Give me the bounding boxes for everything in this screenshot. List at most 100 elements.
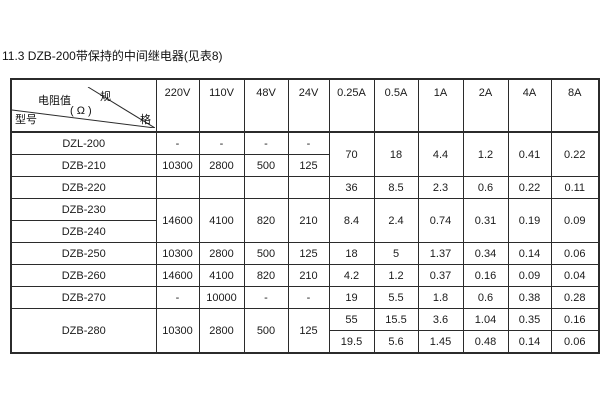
current-cell: 0.22: [507, 176, 552, 199]
voltage-cell: -: [287, 131, 330, 155]
voltage-cell: [155, 176, 200, 199]
current-cell: 2.4: [373, 198, 419, 243]
current-cell: 0.41: [507, 131, 552, 177]
current-cell: 15.5: [373, 308, 419, 331]
current-cell: 55: [328, 308, 375, 331]
voltage-cell: -: [198, 131, 245, 155]
table-row-dzb-220: DZB-220 36 8.5 2.3 0.6 0.22 0.11: [10, 176, 600, 199]
voltage-cell: [198, 176, 245, 199]
current-cell: 0.06: [550, 242, 600, 265]
voltage-cell: -: [155, 131, 200, 155]
current-cell: 5: [373, 242, 419, 265]
current-cell: 36: [328, 176, 375, 199]
current-cell: 0.04: [550, 264, 600, 287]
model-cell: DZB-240: [10, 220, 157, 243]
voltage-cell: 820: [243, 198, 289, 243]
model-cell: DZB-270: [10, 286, 157, 309]
table-row-dzb-250: DZB-250 10300 2800 500 125 18 5 1.37 0.3…: [10, 242, 600, 265]
current-cell: 0.09: [507, 264, 552, 287]
col-header-110v: 110V: [198, 78, 245, 133]
section-title: 11.3 DZB-200带保持的中间继电器(见表8): [2, 49, 223, 63]
current-cell: 0.14: [507, 330, 552, 354]
table-row-dzb-270: DZB-270 - 10000 - - 19 5.5 1.8 0.6 0.38 …: [10, 286, 600, 309]
current-cell: 0.31: [462, 198, 509, 243]
current-cell: 4.4: [417, 131, 464, 177]
col-header-0-25a: 0.25A: [328, 78, 375, 133]
current-cell: 5.6: [373, 330, 419, 354]
model-cell: DZB-210: [10, 154, 157, 177]
voltage-cell: 820: [243, 264, 289, 287]
voltage-cell: -: [243, 131, 289, 155]
current-cell: 0.16: [462, 264, 509, 287]
current-cell: 0.11: [550, 176, 600, 199]
voltage-cell: 125: [287, 154, 330, 177]
voltage-cell: 500: [243, 154, 289, 177]
header-row: 规 格 电阻值 ( Ω ) 型号 220V 110V 48V 24V 0.25A…: [10, 78, 600, 133]
voltage-cell: -: [155, 286, 200, 309]
voltage-cell: 14600: [155, 198, 200, 243]
voltage-cell: 4100: [198, 264, 245, 287]
diagonal-corner-cell: 规 格 电阻值 ( Ω ) 型号: [10, 78, 157, 133]
current-cell: 3.6: [417, 308, 464, 331]
current-cell: 8.5: [373, 176, 419, 199]
model-cell: DZB-230: [10, 198, 157, 221]
col-header-1a: 1A: [417, 78, 464, 133]
table-row-dzb-230: DZB-230 14600 4100 820 210 8.4 2.4 0.74 …: [10, 198, 600, 243]
current-cell: 1.2: [462, 131, 509, 177]
voltage-cell: 10300: [155, 154, 200, 177]
voltage-cell: 10300: [155, 242, 200, 265]
voltage-cell: 500: [243, 308, 289, 354]
voltage-cell: 125: [287, 308, 330, 354]
voltage-cell: -: [243, 286, 289, 309]
col-header-24v: 24V: [287, 78, 330, 133]
col-header-48v: 48V: [243, 78, 289, 133]
model-cell: DZB-260: [10, 264, 157, 287]
voltage-cell: 10300: [155, 308, 200, 354]
model-cell: DZL-200: [10, 131, 157, 155]
diagonal-line-lower: [12, 109, 155, 129]
voltage-cell: 125: [287, 242, 330, 265]
voltage-cell: 500: [243, 242, 289, 265]
current-cell: 19: [328, 286, 375, 309]
corner-spec-char-top: 规: [100, 89, 111, 103]
current-cell: 1.04: [462, 308, 509, 331]
voltage-cell: 14600: [155, 264, 200, 287]
current-cell: 19.5: [328, 330, 375, 354]
current-cell: 18: [373, 131, 419, 177]
voltage-cell: 2800: [198, 242, 245, 265]
voltage-cell: 2800: [198, 154, 245, 177]
voltage-cell: 2800: [198, 308, 245, 354]
current-cell: 0.35: [507, 308, 552, 331]
voltage-cell: 4100: [198, 198, 245, 243]
current-cell: 0.28: [550, 286, 600, 309]
col-header-8a: 8A: [550, 78, 600, 133]
col-header-2a: 2A: [462, 78, 509, 133]
current-cell: 5.5: [373, 286, 419, 309]
col-header-220v: 220V: [155, 78, 200, 133]
voltage-cell: [287, 176, 330, 199]
voltage-cell: 10000: [198, 286, 245, 309]
col-header-4a: 4A: [507, 78, 552, 133]
current-cell: 0.48: [462, 330, 509, 354]
current-cell: 0.16: [550, 308, 600, 331]
current-cell: 0.14: [507, 242, 552, 265]
voltage-cell: -: [287, 286, 330, 309]
model-cell: DZB-220: [10, 176, 157, 199]
corner-resistance-label: 电阻值: [38, 94, 71, 107]
diagonal-corner-graphic: 规 格 电阻值 ( Ω ) 型号: [12, 86, 155, 129]
table-row-dzb-280: DZB-280 10300 2800 500 125 55 15.5 3.6 1…: [10, 308, 600, 354]
current-cell: 0.6: [462, 176, 509, 199]
table-row-dzb-260: DZB-260 14600 4100 820 210 4.2 1.2 0.37 …: [10, 264, 600, 287]
corner-resistance-unit: ( Ω ): [70, 105, 92, 117]
voltage-cell: [243, 176, 289, 199]
current-cell: 1.37: [417, 242, 464, 265]
relay-spec-table: 规 格 电阻值 ( Ω ) 型号 220V 110V 48V 24V 0.25A…: [10, 78, 600, 354]
voltage-cell: 210: [287, 198, 330, 243]
table-row-dzb-210: DZB-210 10300 2800 500 125: [10, 154, 599, 177]
current-cell: 70: [328, 131, 375, 177]
diagonal-line-upper: [87, 86, 155, 129]
voltage-cell: 210: [287, 264, 330, 287]
current-cell: 1.2: [373, 264, 419, 287]
current-cell: 0.22: [550, 131, 600, 177]
